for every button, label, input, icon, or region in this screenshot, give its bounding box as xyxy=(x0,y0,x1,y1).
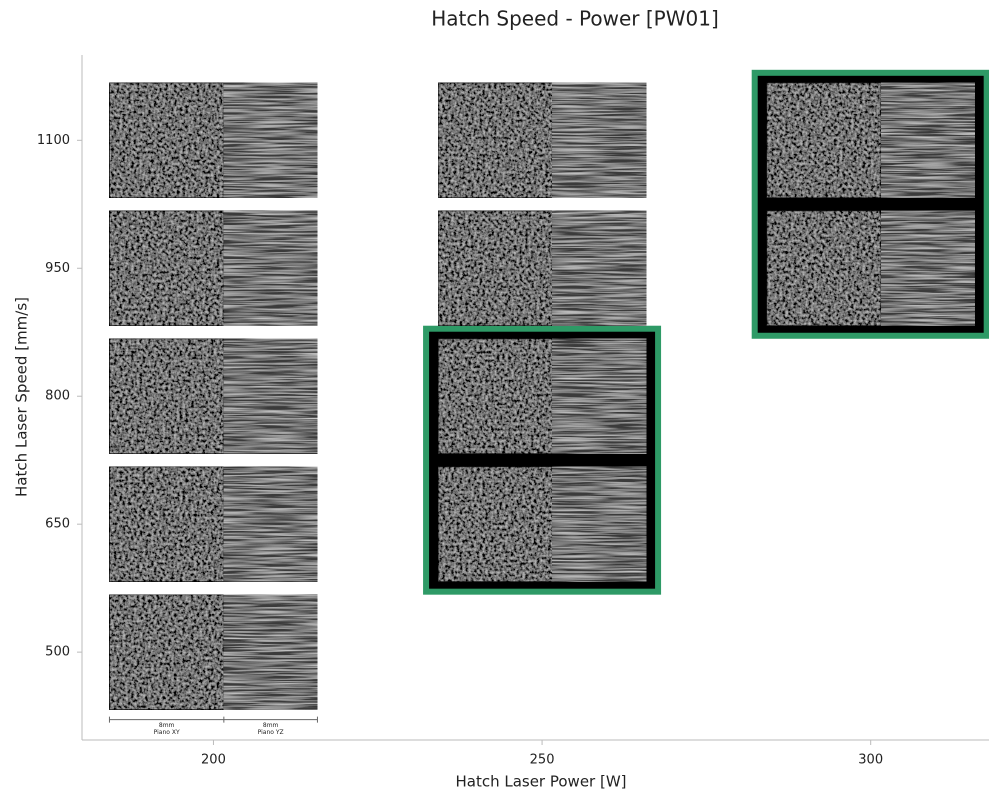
x-tick-label: 200 xyxy=(201,753,226,768)
scale-label: Piano YZ xyxy=(258,729,284,736)
x-tick-label: 250 xyxy=(530,753,555,768)
xy-section xyxy=(108,338,225,455)
y-tick-label: 1100 xyxy=(37,133,70,148)
xy-section xyxy=(108,82,225,199)
xy-section xyxy=(766,82,882,199)
scale-label: 8mm xyxy=(263,722,279,729)
y-tick-label: 500 xyxy=(45,645,70,660)
y-tick-label: 800 xyxy=(45,389,70,404)
yz-section xyxy=(880,210,976,327)
sample-tile xyxy=(108,210,318,327)
y-axis-label: Hatch Laser Speed [mm/s] xyxy=(13,297,31,497)
y-tick-label: 650 xyxy=(45,517,70,532)
sample-tile xyxy=(108,594,318,711)
sample-tile xyxy=(437,466,647,583)
yz-section xyxy=(551,210,647,327)
xy-section xyxy=(108,466,225,583)
yz-section xyxy=(223,210,318,327)
xy-section xyxy=(437,338,553,455)
xy-section xyxy=(108,210,225,327)
sample-tile xyxy=(108,338,318,455)
scale-label: Piano XY xyxy=(154,729,180,736)
yz-section xyxy=(223,82,318,199)
yz-section xyxy=(223,594,318,711)
yz-section xyxy=(223,338,318,455)
yz-section xyxy=(551,82,647,199)
xy-section xyxy=(108,594,225,711)
x-axis-label: Hatch Laser Power [W] xyxy=(455,773,626,791)
sample-tile xyxy=(108,82,318,199)
xy-section xyxy=(437,466,553,583)
sample-tile xyxy=(766,82,976,199)
xy-section xyxy=(766,210,882,327)
yz-section xyxy=(551,466,647,583)
xy-section xyxy=(437,210,553,327)
yz-section xyxy=(223,466,318,583)
chart-title: Hatch Speed - Power [PW01] xyxy=(431,7,719,31)
sample-tile xyxy=(437,82,647,199)
scale-label: 8mm xyxy=(159,722,175,729)
yz-section xyxy=(880,82,976,199)
sample-tile xyxy=(437,338,647,455)
sample-tile xyxy=(766,210,976,327)
sample-tile xyxy=(108,466,318,583)
x-tick-label: 300 xyxy=(858,753,883,768)
sample-tile xyxy=(437,210,647,327)
yz-section xyxy=(551,338,647,455)
y-tick-label: 950 xyxy=(45,261,70,276)
xy-section xyxy=(437,82,553,199)
